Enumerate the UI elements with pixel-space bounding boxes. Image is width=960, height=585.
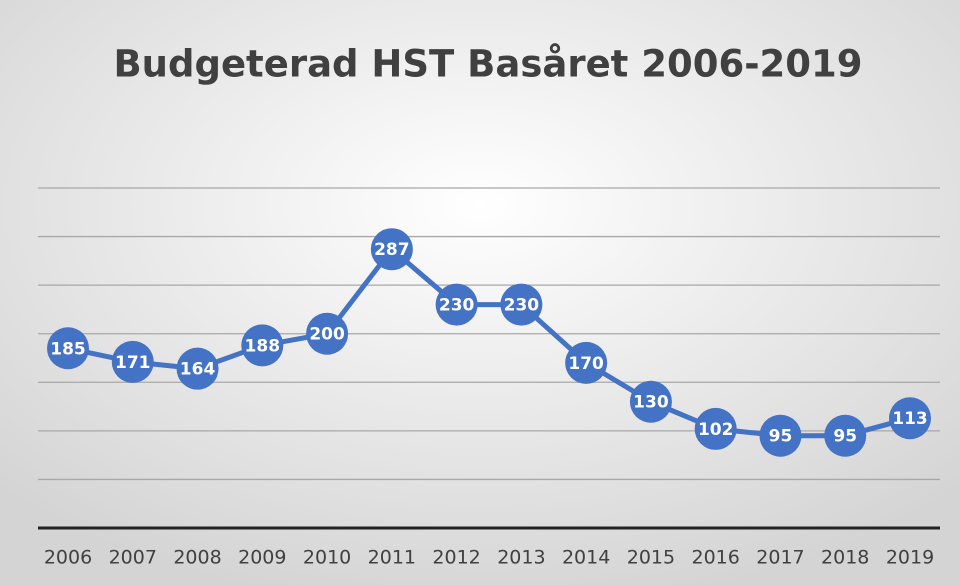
data-label: 170: [568, 354, 604, 374]
data-label: 287: [374, 240, 410, 260]
x-tick-label: 2011: [368, 547, 416, 569]
x-tick-label: 2015: [627, 547, 675, 569]
marker: [565, 341, 608, 384]
x-tick-label: 2017: [756, 547, 804, 569]
data-label: 200: [309, 325, 345, 345]
data-label: 95: [769, 427, 793, 447]
marker: [111, 340, 154, 383]
x-tick-label: 2018: [821, 547, 869, 569]
data-label: 171: [115, 353, 151, 373]
marker: [500, 283, 543, 326]
marker: [241, 324, 284, 367]
marker: [759, 414, 802, 457]
marker: [629, 380, 672, 423]
chart-title: Budgeterad HST Basåret 2006-2019: [113, 43, 862, 86]
x-tick-label: 2010: [303, 547, 351, 569]
x-tick-label: 2008: [173, 547, 221, 569]
data-label: 102: [698, 420, 734, 440]
x-tick-label: 2006: [44, 547, 92, 569]
x-tick-label: 2014: [562, 547, 610, 569]
data-label: 130: [633, 393, 669, 413]
x-tick-label: 2019: [886, 547, 934, 569]
data-label: 188: [245, 336, 281, 356]
data-label: 95: [833, 427, 857, 447]
data-label: 185: [50, 339, 86, 359]
marker: [435, 283, 478, 326]
data-label: 164: [180, 360, 216, 380]
data-label: 230: [504, 296, 540, 316]
marker: [824, 414, 867, 457]
data-label: 230: [439, 296, 475, 316]
x-tick-label: 2009: [238, 547, 286, 569]
marker: [694, 407, 737, 450]
x-tick-label: 2016: [692, 547, 740, 569]
marker: [47, 327, 89, 370]
marker: [370, 228, 413, 271]
x-tick-label: 2012: [432, 547, 480, 569]
data-label: 113: [892, 409, 928, 429]
marker: [889, 397, 931, 440]
x-tick-label: 2007: [109, 547, 157, 569]
marker: [176, 347, 219, 390]
marker: [306, 312, 349, 355]
x-tick-label: 2013: [497, 547, 545, 569]
